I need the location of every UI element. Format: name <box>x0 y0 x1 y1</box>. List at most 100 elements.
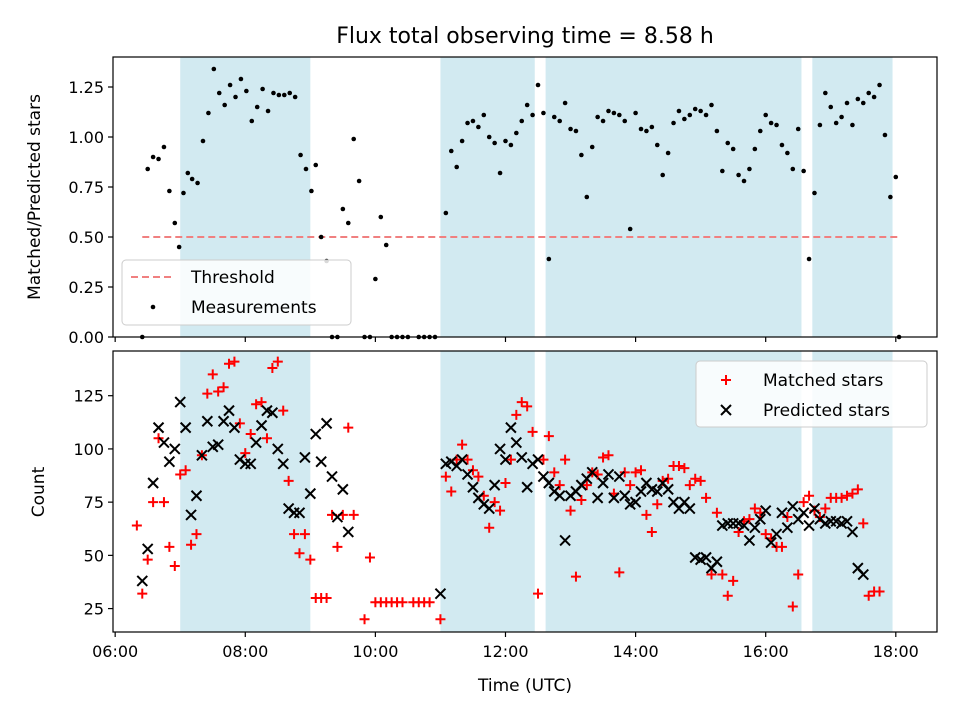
matched-star-point <box>142 554 153 565</box>
predicted-star-point <box>629 496 642 508</box>
predicted-star-point <box>255 419 268 432</box>
measurement-point <box>676 108 682 114</box>
measurement-point <box>216 90 222 96</box>
measurement-point <box>720 168 725 174</box>
bottom-legend-box <box>695 360 928 428</box>
predicted-star-point <box>228 421 241 434</box>
predicted-star-point <box>738 519 750 532</box>
matched-star-point <box>522 401 533 412</box>
bottom-y-tick-label: 25 <box>84 600 104 619</box>
bottom-axes-frame <box>112 350 938 633</box>
matched-star-point <box>636 465 647 476</box>
matched-star-point <box>148 497 159 508</box>
measurement-point <box>298 152 303 158</box>
matched-star-point <box>874 586 885 597</box>
measurement-point <box>524 102 530 108</box>
measurement-point <box>200 138 206 144</box>
matched-star-point <box>858 518 869 529</box>
measurement-point <box>176 244 182 250</box>
predicted-star-point <box>608 492 620 504</box>
matched-star-point <box>847 488 858 499</box>
matched-star-point <box>175 469 186 480</box>
top-y-tick-label: 1.00 <box>68 128 104 147</box>
measurement-point <box>156 156 161 162</box>
matched-star-point <box>364 552 375 563</box>
legend-threshold-label: Threshold <box>190 268 275 288</box>
predicted-star-point <box>315 455 327 468</box>
predicted-star-point <box>499 453 512 466</box>
predicted-star-point <box>803 519 815 532</box>
matched-star-point <box>581 480 592 491</box>
predicted-star-point <box>147 477 159 489</box>
x-tick-label: 08:00 <box>222 642 268 661</box>
predicted-star-point <box>841 515 853 528</box>
predicted-star-point <box>559 534 571 547</box>
predicted-star-point <box>619 490 631 502</box>
measurement-point <box>730 146 736 152</box>
matched-star-point <box>820 503 831 514</box>
measurement-point <box>167 188 172 194</box>
predicted-star-point <box>152 421 165 434</box>
top-shaded-interval <box>440 57 535 337</box>
measurement-point <box>855 96 861 102</box>
matched-star-point <box>543 431 554 442</box>
predicted-star-point <box>808 502 821 515</box>
predicted-star-point <box>543 477 555 489</box>
predicted-star-point <box>136 575 148 587</box>
predicted-star-point <box>635 485 647 498</box>
matched-star-point <box>842 490 853 501</box>
matched-star-point <box>213 386 224 397</box>
measurement-point <box>481 112 487 118</box>
measurement-point <box>866 90 871 96</box>
bottom-y-axis-label: Count <box>29 466 49 517</box>
measurement-point <box>503 138 508 144</box>
matched-star-point <box>733 526 744 537</box>
measurement-point <box>839 114 844 120</box>
matched-star-point <box>598 452 609 463</box>
predicted-star-point <box>510 436 523 449</box>
measurement-point <box>801 168 806 174</box>
matched-star-point <box>804 490 815 501</box>
matched-star-point <box>516 397 527 408</box>
matched-star-point <box>191 529 202 540</box>
matched-star-point <box>538 454 549 465</box>
measurement-point <box>579 152 584 158</box>
predicted-star-point <box>169 443 181 455</box>
measurement-point <box>470 118 476 124</box>
matched-star-point <box>717 569 728 580</box>
measurement-point <box>351 136 356 142</box>
matched-star-point <box>289 529 300 540</box>
measurement-point <box>189 176 195 182</box>
measurement-point <box>265 108 271 114</box>
measurement-point <box>627 226 633 232</box>
x-tick-label: 06:00 <box>92 642 138 661</box>
matched-star-point <box>440 471 451 482</box>
matched-star-point <box>202 388 213 399</box>
matched-star-point <box>706 569 717 580</box>
measurement-point <box>757 128 763 134</box>
measurement-point <box>497 170 503 176</box>
measurement-point <box>806 256 812 262</box>
predicted-star-point <box>179 421 192 434</box>
measurement-point <box>535 82 541 88</box>
predicted-star-point <box>310 428 322 440</box>
predicted-star-point <box>700 551 712 564</box>
matched-star-point <box>625 480 636 491</box>
legend-matched-swatch <box>721 375 731 385</box>
measurement-point <box>660 172 665 178</box>
measurement-point <box>282 92 287 98</box>
predicted-star-point <box>765 536 777 549</box>
measurement-point <box>747 166 752 172</box>
measurement-point <box>172 220 178 226</box>
measurement-point <box>254 104 260 110</box>
predicted-star-point <box>304 487 317 500</box>
measurement-point <box>785 150 790 156</box>
top-y-tick-label: 1.25 <box>68 78 104 97</box>
top-shaded-interval <box>545 57 802 337</box>
measurement-point <box>687 112 693 118</box>
measurement-point <box>795 126 801 132</box>
matched-star-point <box>158 497 169 508</box>
measurement-point <box>443 210 449 216</box>
measurement-point <box>244 88 249 94</box>
predicted-star-point <box>651 485 663 498</box>
